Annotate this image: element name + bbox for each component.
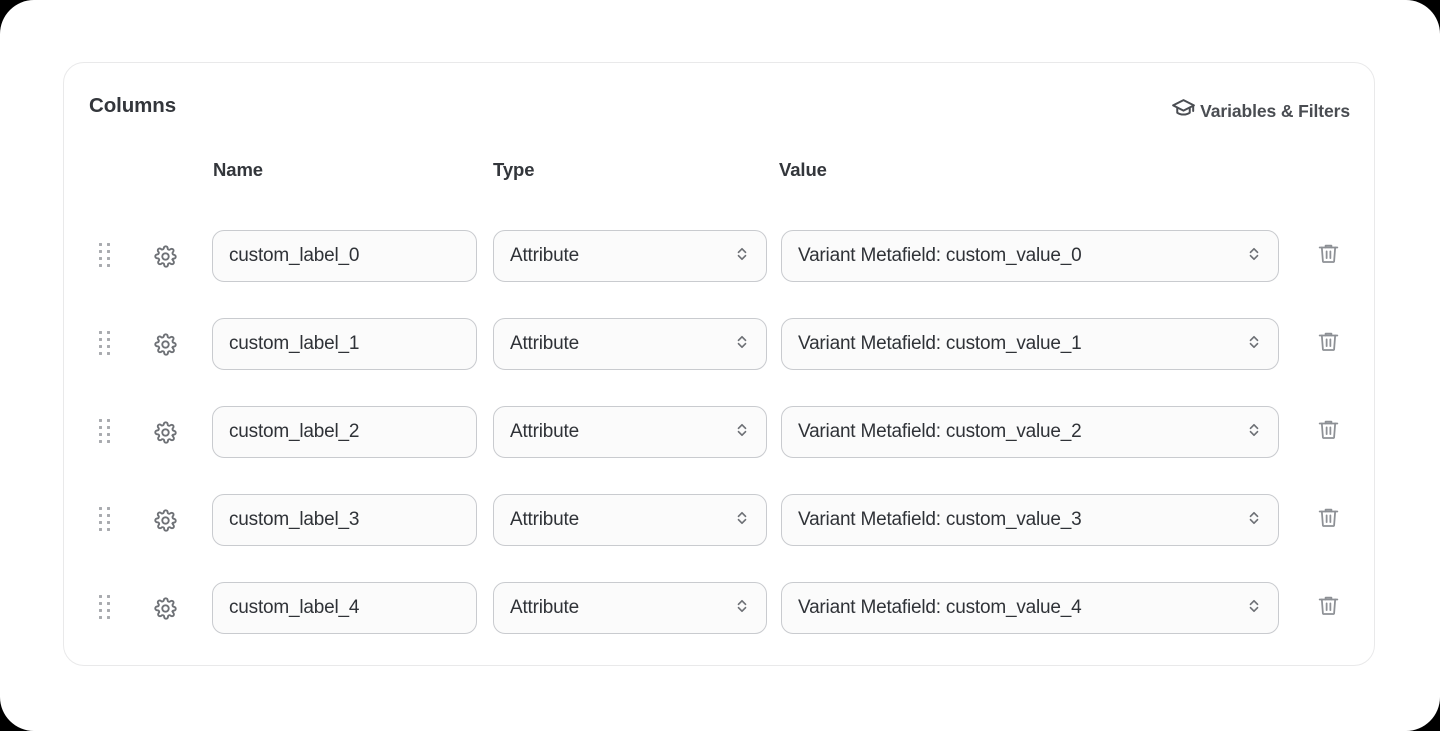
delete-row-button[interactable]: [1313, 417, 1343, 447]
trash-icon: [1316, 593, 1341, 623]
name-input[interactable]: custom_label_1: [212, 318, 477, 370]
table-row: custom_label_1 Attribute Variant Metafie…: [64, 299, 1374, 387]
gear-icon[interactable]: [151, 330, 179, 358]
name-input[interactable]: custom_label_4: [212, 582, 477, 634]
column-header-name: Name: [213, 159, 263, 180]
drag-handle-icon[interactable]: [97, 415, 111, 447]
chevron-up-down-icon: [734, 244, 750, 269]
type-select-value: Attribute: [510, 597, 579, 618]
columns-row-list: custom_label_0 Attribute Variant Metafie…: [64, 211, 1374, 651]
trash-icon: [1316, 417, 1341, 447]
chevron-up-down-icon: [1246, 596, 1262, 621]
table-row: custom_label_3 Attribute Variant Metafie…: [64, 475, 1374, 563]
delete-row-button[interactable]: [1313, 241, 1343, 271]
table-row: custom_label_2 Attribute Variant Metafie…: [64, 387, 1374, 475]
chevron-up-down-icon: [734, 332, 750, 357]
variables-and-filters-label: Variables & Filters: [1200, 100, 1350, 121]
chevron-up-down-icon: [1246, 244, 1262, 269]
gear-icon[interactable]: [151, 418, 179, 446]
name-input[interactable]: custom_label_0: [212, 230, 477, 282]
name-input-value: custom_label_3: [229, 509, 360, 530]
type-select[interactable]: Attribute: [493, 406, 767, 458]
name-input-value: custom_label_4: [229, 597, 360, 618]
page-title: Columns: [89, 94, 176, 117]
column-header-type: Type: [493, 159, 535, 180]
trash-icon: [1316, 329, 1341, 359]
value-select-value: Variant Metafield: custom_value_3: [798, 509, 1082, 530]
chevron-up-down-icon: [1246, 332, 1262, 357]
type-select-value: Attribute: [510, 245, 579, 266]
gear-icon[interactable]: [151, 242, 179, 270]
value-select-value: Variant Metafield: custom_value_1: [798, 333, 1082, 354]
chevron-up-down-icon: [1246, 508, 1262, 533]
drag-handle-icon[interactable]: [97, 591, 111, 623]
trash-icon: [1316, 505, 1341, 535]
drag-handle-icon[interactable]: [97, 503, 111, 535]
type-select-value: Attribute: [510, 333, 579, 354]
chevron-up-down-icon: [734, 596, 750, 621]
variables-and-filters-button[interactable]: Variables & Filters: [1171, 96, 1350, 126]
card-header: Columns Variables & Filters: [64, 63, 1374, 155]
name-input-value: custom_label_1: [229, 333, 360, 354]
column-headers: Name Type Value: [64, 159, 1374, 203]
value-select[interactable]: Variant Metafield: custom_value_0: [781, 230, 1279, 282]
delete-row-button[interactable]: [1313, 505, 1343, 535]
type-select[interactable]: Attribute: [493, 230, 767, 282]
value-select[interactable]: Variant Metafield: custom_value_1: [781, 318, 1279, 370]
chevron-up-down-icon: [734, 420, 750, 445]
delete-row-button[interactable]: [1313, 329, 1343, 359]
name-input-value: custom_label_0: [229, 245, 360, 266]
name-input[interactable]: custom_label_3: [212, 494, 477, 546]
graduation-cap-icon: [1171, 96, 1196, 126]
chevron-up-down-icon: [1246, 420, 1262, 445]
value-select[interactable]: Variant Metafield: custom_value_3: [781, 494, 1279, 546]
columns-card: Columns Variables & Filters Name Type Va…: [63, 62, 1375, 666]
name-input[interactable]: custom_label_2: [212, 406, 477, 458]
type-select[interactable]: Attribute: [493, 494, 767, 546]
value-select[interactable]: Variant Metafield: custom_value_4: [781, 582, 1279, 634]
delete-row-button[interactable]: [1313, 593, 1343, 623]
type-select-value: Attribute: [510, 509, 579, 530]
type-select[interactable]: Attribute: [493, 318, 767, 370]
table-row: custom_label_0 Attribute Variant Metafie…: [64, 211, 1374, 299]
value-select[interactable]: Variant Metafield: custom_value_2: [781, 406, 1279, 458]
name-input-value: custom_label_2: [229, 421, 360, 442]
drag-handle-icon[interactable]: [97, 327, 111, 359]
drag-handle-icon[interactable]: [97, 239, 111, 271]
gear-icon[interactable]: [151, 594, 179, 622]
column-header-value: Value: [779, 159, 827, 180]
type-select-value: Attribute: [510, 421, 579, 442]
chevron-up-down-icon: [734, 508, 750, 533]
value-select-value: Variant Metafield: custom_value_4: [798, 597, 1082, 618]
type-select[interactable]: Attribute: [493, 582, 767, 634]
trash-icon: [1316, 241, 1341, 271]
value-select-value: Variant Metafield: custom_value_0: [798, 245, 1082, 266]
table-row: custom_label_4 Attribute Variant Metafie…: [64, 563, 1374, 651]
gear-icon[interactable]: [151, 506, 179, 534]
value-select-value: Variant Metafield: custom_value_2: [798, 421, 1082, 442]
